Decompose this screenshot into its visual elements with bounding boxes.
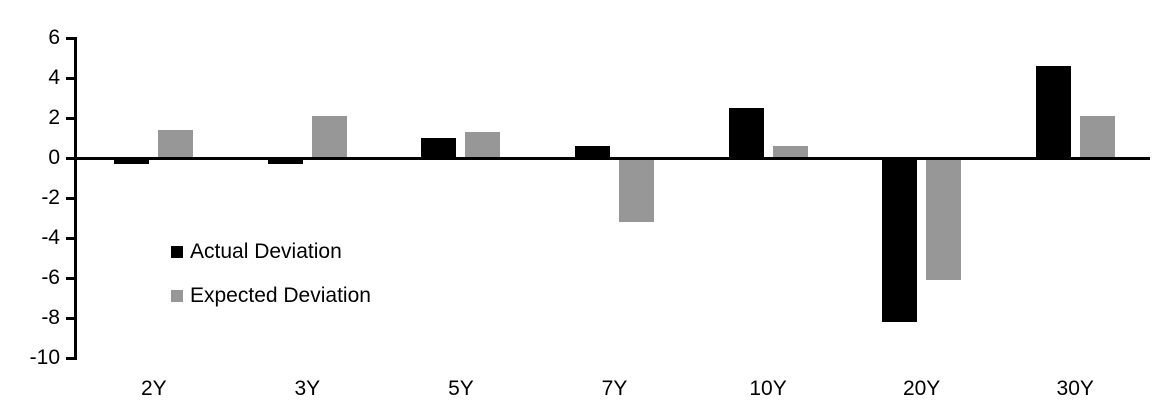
bar-expected-3Y	[311, 116, 347, 158]
x-axis-zero-line	[73, 156, 1150, 160]
legend-item-expected-deviation: Expected Deviation	[171, 283, 371, 309]
y-axis-tick-mark	[66, 156, 75, 160]
y-axis-tick-mark	[66, 76, 75, 80]
y-axis-tick-mark	[66, 116, 75, 120]
y-axis-tick-mark	[66, 236, 75, 240]
y-axis-tick-label: 2	[48, 106, 60, 129]
y-axis-tick-mark	[66, 36, 75, 40]
bar-actual-5Y	[421, 138, 457, 158]
y-axis-tick-label: 0	[48, 146, 60, 169]
bar-actual-2Y	[114, 158, 150, 164]
y-axis-tick-label: -8	[41, 306, 60, 329]
bar-expected-10Y	[772, 146, 808, 158]
y-axis-tick-mark	[66, 276, 75, 280]
bar-expected-20Y	[926, 158, 962, 280]
legend: Actual Deviation Expected Deviation	[171, 239, 371, 327]
bar-actual-20Y	[882, 158, 918, 322]
bar-expected-5Y	[465, 132, 501, 158]
y-axis-tick-label: -6	[41, 266, 60, 289]
legend-swatch-actual-deviation	[171, 246, 183, 258]
y-axis-tick-label: -10	[29, 346, 60, 369]
y-axis-tick-label: 6	[48, 26, 60, 49]
bar-actual-10Y	[728, 108, 764, 158]
bar-expected-30Y	[1079, 116, 1115, 158]
x-axis-label-10Y: 10Y	[749, 377, 787, 400]
y-axis-tick-label: -2	[41, 186, 60, 209]
legend-item-actual-deviation: Actual Deviation	[171, 239, 371, 265]
legend-label-expected-deviation: Expected Deviation	[190, 284, 371, 307]
y-axis-tick-mark	[66, 316, 75, 320]
x-axis-label-3Y: 3Y	[294, 377, 321, 400]
x-axis-label-20Y: 20Y	[902, 377, 941, 400]
legend-label-actual-deviation: Actual Deviation	[190, 240, 342, 263]
bar-actual-3Y	[267, 158, 303, 164]
bar-expected-7Y	[619, 158, 654, 222]
y-axis-tick-mark	[66, 356, 75, 360]
y-axis-tick-label: -4	[41, 226, 60, 249]
x-axis-label-5Y: 5Y	[448, 377, 474, 400]
x-axis-label-7Y: 7Y	[601, 377, 628, 400]
bar-actual-30Y	[1035, 66, 1071, 158]
x-axis-label-30Y: 30Y	[1056, 377, 1094, 400]
y-axis-line	[73, 36, 77, 360]
y-axis-tick-mark	[66, 196, 75, 200]
bar-expected-2Y	[158, 130, 194, 158]
x-axis-label-2Y: 2Y	[140, 377, 167, 400]
legend-swatch-expected-deviation	[171, 290, 183, 302]
bar-actual-7Y	[575, 146, 610, 158]
y-axis-tick-label: 4	[48, 66, 60, 89]
